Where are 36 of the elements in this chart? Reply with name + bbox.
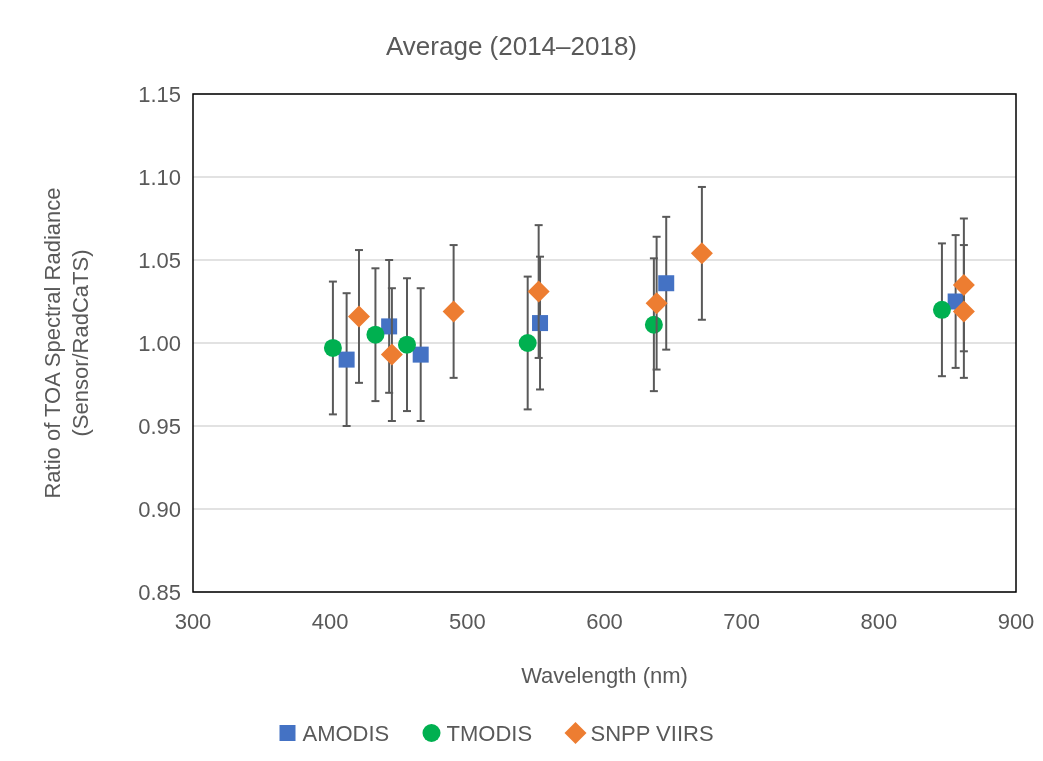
x-tick-label: 600 bbox=[586, 609, 623, 634]
point bbox=[527, 280, 550, 303]
point bbox=[442, 300, 465, 323]
y-tick-label: 1.00 bbox=[138, 330, 181, 356]
chart-title: Average (2014–2018) bbox=[385, 31, 638, 61]
point bbox=[690, 242, 713, 265]
x-tick-label: 900 bbox=[997, 609, 1035, 634]
x-tick-label: 500 bbox=[448, 609, 486, 634]
point bbox=[347, 305, 370, 328]
y-tick-label: 1.15 bbox=[138, 81, 181, 107]
point bbox=[412, 346, 429, 363]
legend-label: SNPP VIIRS bbox=[590, 720, 714, 746]
point bbox=[932, 300, 951, 319]
x-tick-label: 700 bbox=[723, 609, 761, 634]
x-tick-label: 800 bbox=[860, 609, 898, 634]
legend-label: AMODIS bbox=[302, 720, 390, 746]
y-tick-label: 0.95 bbox=[138, 413, 181, 439]
point bbox=[518, 334, 537, 352]
legend-label: TMODIS bbox=[446, 720, 533, 746]
point bbox=[952, 273, 975, 296]
x-axis-title: Wavelength (nm) bbox=[521, 663, 688, 688]
y-axis-title: Ratio of TOA Spectral Radiance (Sensor/RadCaTS) bbox=[40, 187, 93, 499]
point bbox=[323, 338, 342, 357]
point bbox=[658, 275, 675, 292]
y-tick-label: 1.05 bbox=[138, 247, 181, 273]
point bbox=[380, 343, 403, 366]
point bbox=[645, 292, 668, 315]
x-tick-label: 300 bbox=[174, 609, 212, 634]
point bbox=[397, 335, 416, 354]
y-tick-label: 0.85 bbox=[138, 579, 181, 605]
y-tick-label: 1.10 bbox=[138, 164, 181, 190]
point bbox=[338, 351, 355, 368]
y-tick-label: 0.90 bbox=[138, 496, 181, 522]
point bbox=[952, 300, 975, 323]
x-tick-label: 400 bbox=[311, 609, 349, 634]
point bbox=[366, 325, 385, 344]
